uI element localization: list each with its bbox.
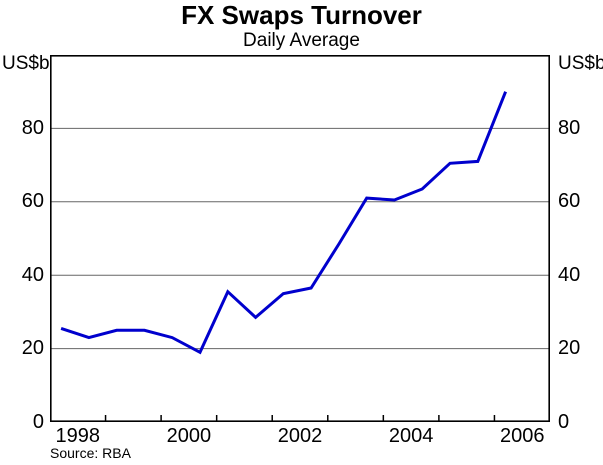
y-tick-label-right: 60 [558, 190, 581, 213]
y-tick-label-left: 0 [32, 410, 44, 433]
line-chart-canvas [50, 55, 550, 422]
y-tick-label-right: 0 [558, 410, 570, 433]
y-tick-label-left: 80 [21, 116, 44, 139]
chart-subtitle: Daily Average [243, 30, 360, 51]
y-axis-unit-right: US$b [558, 53, 603, 74]
x-tick-label: 2002 [277, 425, 323, 447]
y-axis-unit-left: US$b [2, 53, 50, 74]
source-note: Source: RBA [50, 445, 131, 461]
chart-title: FX Swaps Turnover [181, 0, 422, 30]
plot-area [50, 55, 550, 422]
x-tick-label: 1998 [55, 425, 101, 447]
x-tick-label: 2004 [388, 425, 434, 447]
y-tick-label-left: 60 [21, 190, 44, 213]
y-tick-label-right: 20 [558, 337, 581, 360]
x-tick-label: 2006 [499, 425, 545, 447]
x-tick-label: 2000 [166, 425, 212, 447]
y-tick-label-right: 80 [558, 116, 581, 139]
y-tick-label-right: 40 [558, 263, 581, 286]
y-tick-label-left: 20 [21, 337, 44, 360]
y-tick-label-left: 40 [21, 263, 44, 286]
